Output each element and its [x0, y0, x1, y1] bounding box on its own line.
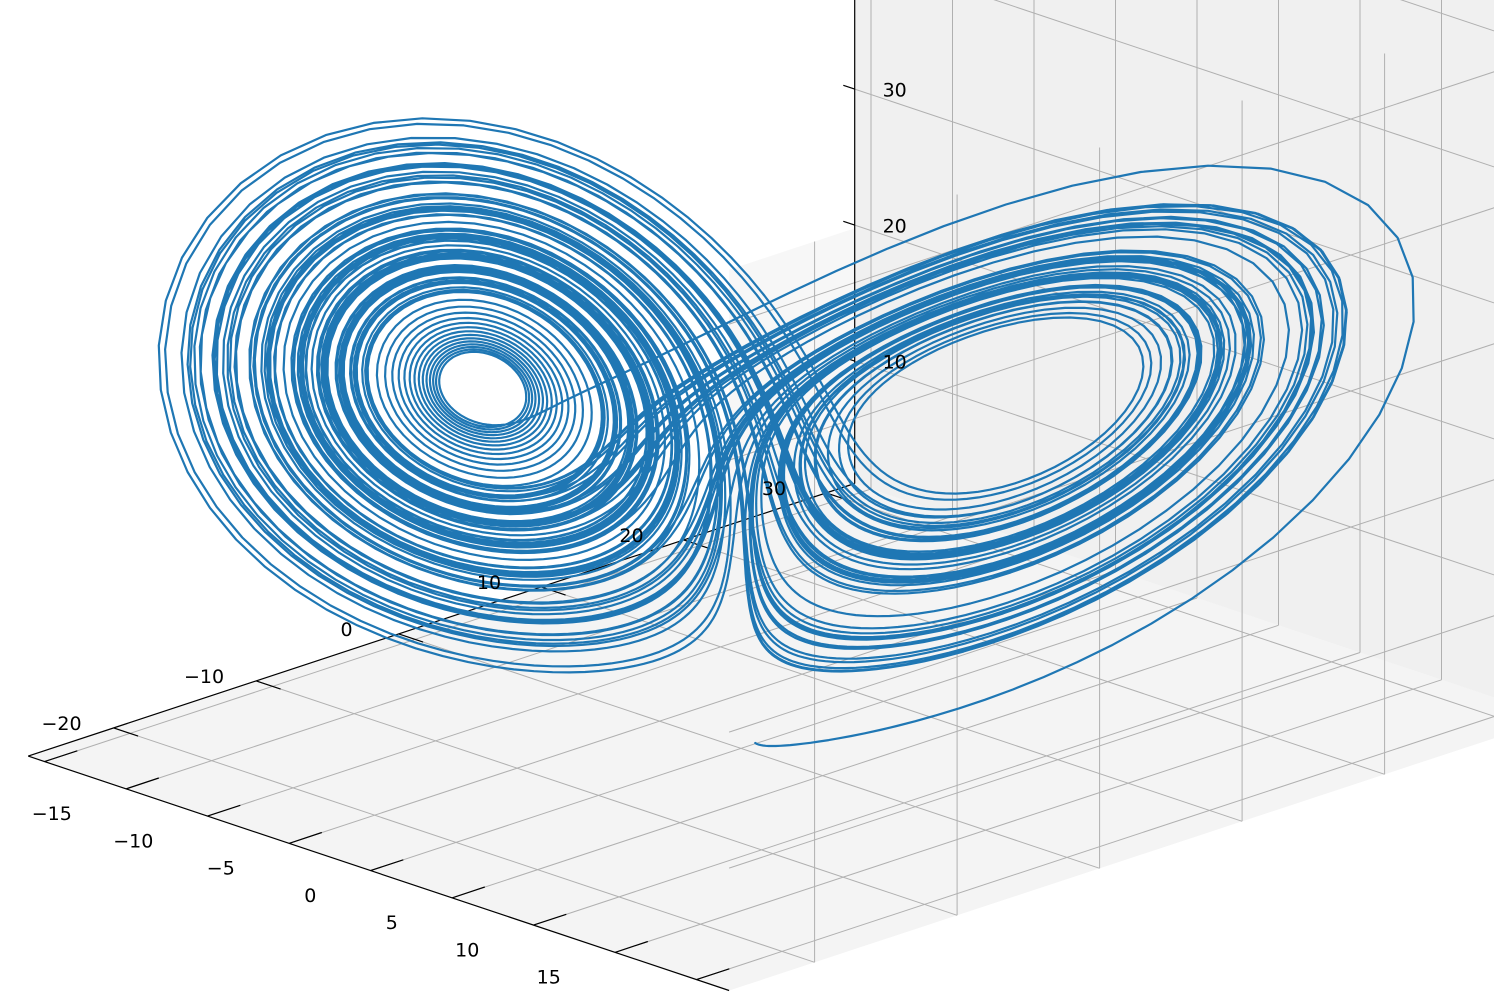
x-tick-label: −15 — [32, 803, 72, 825]
x-tick-label: 0 — [304, 885, 316, 907]
y-tick-label: −10 — [184, 666, 224, 688]
x-tick-label: 10 — [455, 940, 479, 962]
z-tick-mark — [843, 221, 854, 225]
z-tick-mark — [843, 85, 854, 89]
y-tick-label: 20 — [619, 525, 643, 547]
z-tick-label: 30 — [883, 80, 907, 102]
z-tick-label: 20 — [883, 216, 907, 238]
y-tick-label: −20 — [41, 713, 81, 735]
y-tick-label: 10 — [477, 572, 501, 594]
x-tick-label: 15 — [537, 967, 561, 989]
x-tick-label: −10 — [113, 831, 153, 853]
z-tick-label: 10 — [883, 352, 907, 374]
y-tick-label: 0 — [340, 619, 352, 641]
x-tick-label: −5 — [207, 858, 235, 880]
y-tick-label: 30 — [762, 478, 786, 500]
x-tick-label: 5 — [386, 912, 398, 934]
